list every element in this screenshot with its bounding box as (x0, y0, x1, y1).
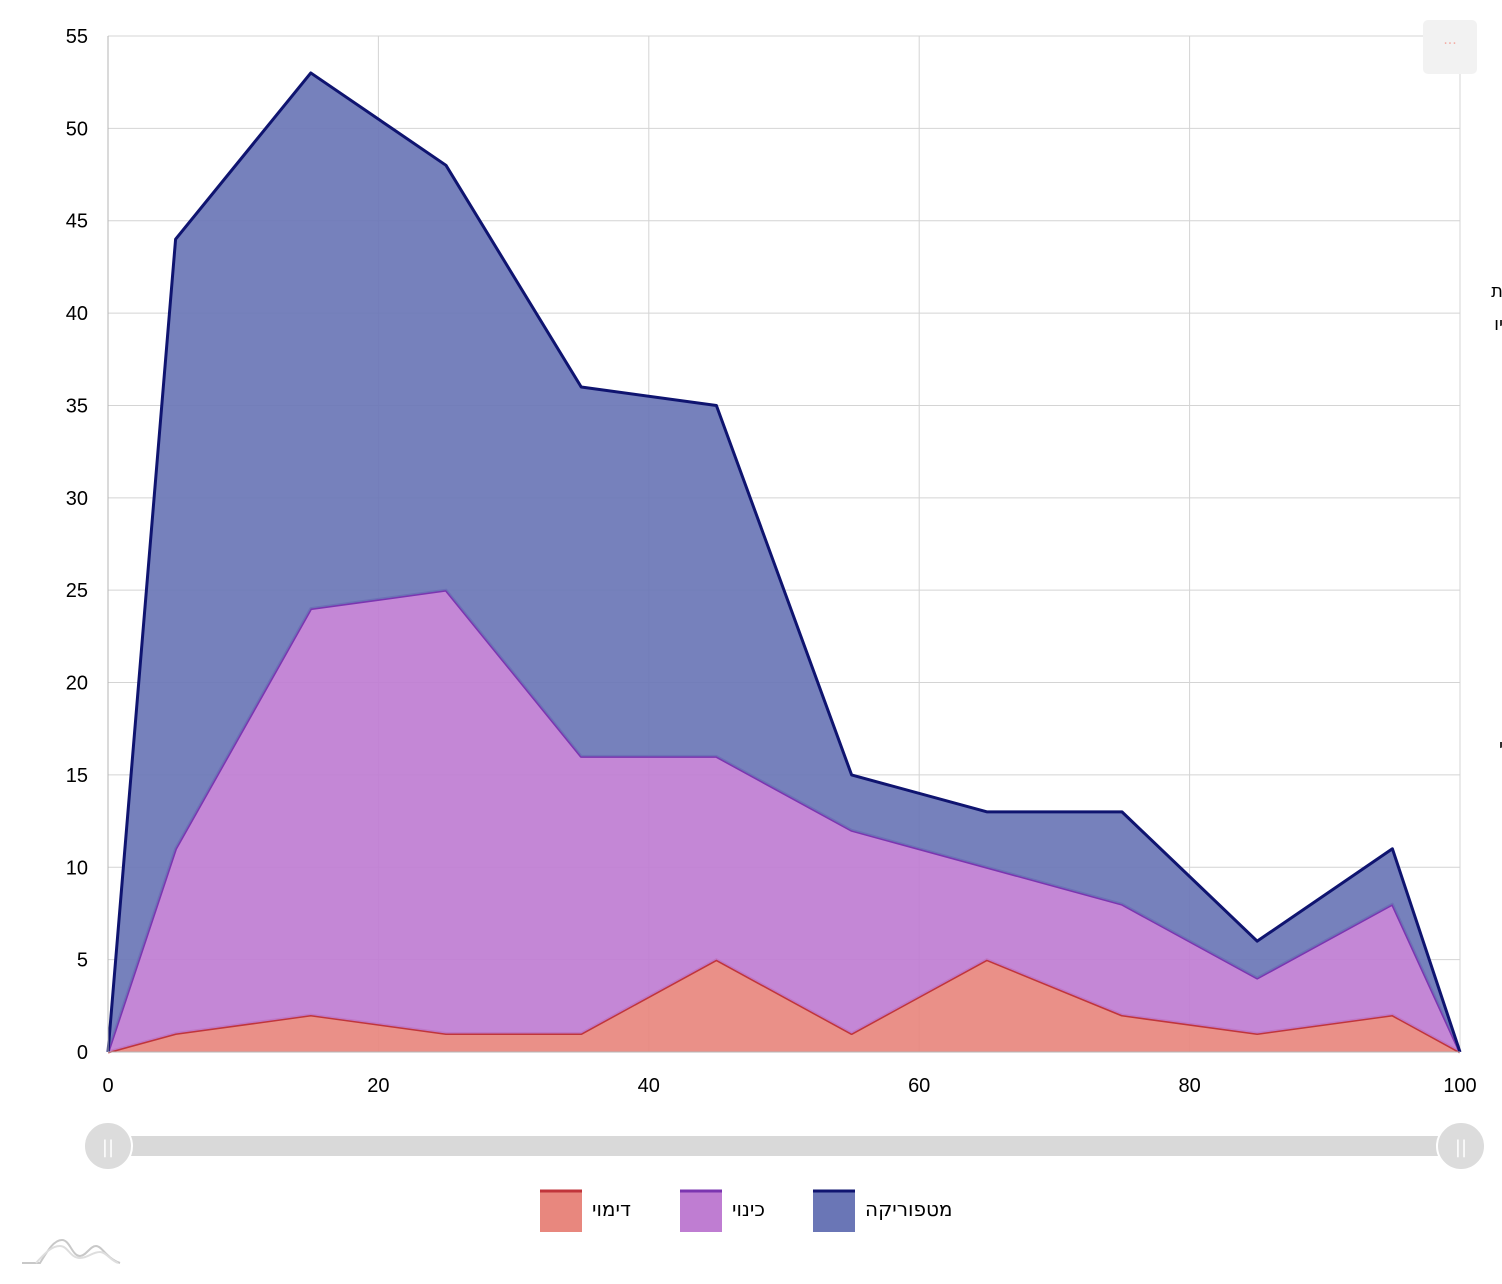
legend: דימוי כינוי מטפוריקה (540, 1189, 953, 1232)
scrollbar-start-grip[interactable]: || (83, 1121, 133, 1171)
x-tick-label: 100 (1443, 1075, 1476, 1097)
axis-layer: 0 5 10 15 20 25 30 35 40 45 50 55 0 20 40 60 80 100 (66, 26, 1477, 1097)
legend-label: כינוי (732, 1197, 765, 1221)
area-series-2[interactable] (108, 72, 1460, 1053)
side-labels: ת יו י (1491, 281, 1502, 757)
export-menu-button[interactable]: ··· (1423, 20, 1477, 74)
legend-marker (680, 1190, 722, 1232)
legend-label: מטפוריקה (865, 1197, 953, 1221)
y-tick-label: 35 (66, 395, 88, 417)
scrollbar-track[interactable] (108, 1136, 1461, 1156)
y-tick-label: 15 (66, 765, 88, 787)
y-tick-label: 55 (66, 26, 88, 48)
side-label: י (1499, 736, 1502, 757)
y-tick-label: 40 (66, 303, 88, 325)
x-tick-label: 60 (908, 1075, 930, 1097)
horizontal-scrollbar[interactable]: || || (83, 1121, 1486, 1171)
y-tick-label: 50 (66, 118, 88, 140)
side-label: ת (1491, 281, 1502, 302)
y-tick-label: 10 (66, 857, 88, 879)
series-line-2[interactable] (106, 71, 1462, 1053)
y-tick-label: 0 (77, 1042, 88, 1064)
grip-lines-icon: || (1455, 1137, 1467, 1158)
y-tick-label: 25 (66, 580, 88, 602)
amcharts-logo-icon[interactable] (22, 1238, 121, 1264)
legend-marker (813, 1190, 855, 1232)
legend-label: דימוי (592, 1197, 631, 1221)
y-tick-label: 5 (77, 950, 88, 972)
y-tick-label: 30 (66, 488, 88, 510)
grip-lines-icon: || (102, 1137, 114, 1158)
legend-item[interactable]: מטפוריקה (813, 1189, 953, 1232)
x-tick-label: 0 (102, 1075, 113, 1097)
side-label: יו (1494, 314, 1502, 335)
scrollbar-end-grip[interactable]: || (1436, 1121, 1486, 1171)
x-tick-label: 80 (1178, 1075, 1200, 1097)
y-tick-label: 20 (66, 673, 88, 695)
legend-item[interactable]: כינוי (680, 1189, 765, 1232)
x-tick-label: 20 (367, 1075, 389, 1097)
legend-item[interactable]: דימוי (540, 1189, 631, 1232)
series-layer (106, 71, 1462, 1054)
y-tick-label: 45 (66, 211, 88, 233)
menu-dots-icon: ··· (1443, 36, 1456, 52)
x-tick-label: 40 (638, 1075, 660, 1097)
area-series-0[interactable] (108, 959, 1460, 1052)
area-series-1[interactable] (108, 590, 1460, 1052)
legend-marker (540, 1190, 582, 1232)
